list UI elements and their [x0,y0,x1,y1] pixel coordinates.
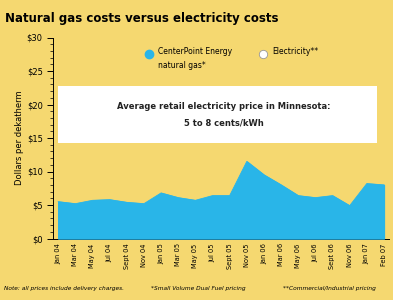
Text: Note: all prices include delivery charges.: Note: all prices include delivery charge… [4,286,124,291]
Text: Average retail electricity price in Minnesota:: Average retail electricity price in Minn… [118,102,331,111]
Text: Electricity**: Electricity** [272,47,318,56]
Text: Natural gas costs versus electricity costs: Natural gas costs versus electricity cos… [5,13,278,26]
Text: natural gas*: natural gas* [158,61,206,70]
Text: 5 to 8 cents/kWh: 5 to 8 cents/kWh [184,119,264,128]
Text: **Commercial/Industrial pricing: **Commercial/Industrial pricing [283,286,376,291]
Y-axis label: Dollars per dekatherm: Dollars per dekatherm [15,91,24,185]
Text: CenterPoint Energy: CenterPoint Energy [158,47,232,56]
Bar [58,86,377,143]
Text: *Small Volume Dual Fuel pricing: *Small Volume Dual Fuel pricing [151,286,246,291]
